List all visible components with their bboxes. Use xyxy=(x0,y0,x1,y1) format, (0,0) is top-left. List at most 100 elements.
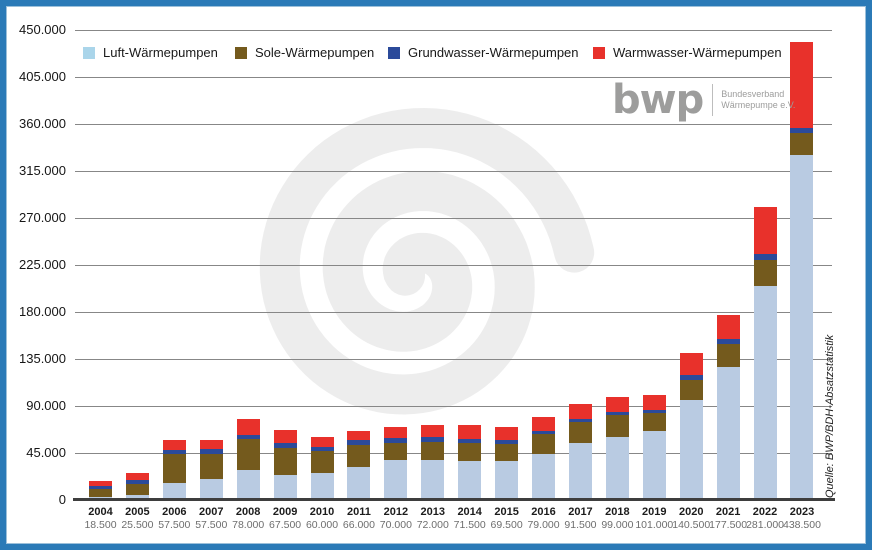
x-axis-total-label: 66.000 xyxy=(342,519,375,531)
bar-segment-luft-2016 xyxy=(532,453,556,500)
x-axis-total-label: 140.500 xyxy=(672,519,711,531)
bar-segment-warmwasser-2020 xyxy=(679,353,703,375)
gridline xyxy=(75,452,832,454)
gridline xyxy=(75,358,832,360)
bar-segment-luft-2012 xyxy=(384,460,408,500)
x-axis-year-label: 2014 xyxy=(457,506,482,518)
bar-segment-sole-2004 xyxy=(89,489,112,498)
bar-segment-sole-2006 xyxy=(162,454,186,483)
x-axis-year-label: 2004 xyxy=(88,506,113,518)
bar-segment-grundwasser-2008 xyxy=(236,434,260,440)
bar-segment-grundwasser-2011 xyxy=(347,440,371,445)
bar-segment-grundwasser-2007 xyxy=(199,449,223,454)
bwp-logo-subtitle-line1: Bundesverband xyxy=(721,89,785,99)
x-axis-year-label: 2007 xyxy=(199,506,224,518)
bar-segment-luft-2011 xyxy=(347,467,371,500)
bar-segment-grundwasser-2004 xyxy=(89,486,112,490)
legend-item: Sole-Wärmepumpen xyxy=(235,45,374,60)
bar-segment-warmwasser-2018 xyxy=(605,396,629,413)
bar-segment-sole-2021 xyxy=(716,343,740,368)
bar-segment-luft-2020 xyxy=(679,399,703,500)
bar-segment-luft-2007 xyxy=(199,478,223,500)
bar-segment-grundwasser-2015 xyxy=(495,440,519,444)
x-axis-year-label: 2020 xyxy=(678,506,704,518)
bar-segment-luft-2005 xyxy=(125,495,149,500)
bar-segment-warmwasser-2006 xyxy=(162,439,186,450)
x-axis-year-label: 2010 xyxy=(309,506,335,518)
bar-segment-grundwasser-2019 xyxy=(642,410,666,413)
bar-segment-sole-2008 xyxy=(236,439,260,470)
bar-segment-grundwasser-2020 xyxy=(679,374,703,380)
x-axis-total-label: 101.000 xyxy=(635,519,674,531)
bar-segment-warmwasser-2004 xyxy=(89,480,112,487)
x-axis-year-label: 2005 xyxy=(125,506,150,518)
bar-segment-grundwasser-2022 xyxy=(753,253,777,260)
legend-item: Luft-Wärmepumpen xyxy=(83,45,218,60)
x-axis-total-label: 177.500 xyxy=(709,519,748,531)
logo-divider xyxy=(712,84,714,116)
spiral-watermark-path xyxy=(259,107,595,415)
bar-segment-luft-2022 xyxy=(753,285,777,500)
bar-segment-warmwasser-2012 xyxy=(384,426,408,438)
x-axis-total-label: 70.000 xyxy=(379,519,412,531)
x-axis-year-label: 2009 xyxy=(272,506,298,518)
x-axis-year-label: 2006 xyxy=(162,506,187,518)
gridline xyxy=(75,405,832,407)
bar-segment-grundwasser-2006 xyxy=(162,449,186,455)
bar-segment-grundwasser-2017 xyxy=(568,418,592,423)
x-axis-year-label: 2021 xyxy=(715,506,741,518)
bar-segment-sole-2010 xyxy=(310,450,334,474)
bar-segment-sole-2009 xyxy=(273,447,297,475)
x-axis-total-label: 57.500 xyxy=(195,519,228,531)
bar-segment-grundwasser-2009 xyxy=(273,443,297,448)
x-axis-total-label: 57.500 xyxy=(158,519,191,531)
bar-segment-sole-2018 xyxy=(605,415,629,437)
x-axis-total-label: 69.500 xyxy=(490,519,523,531)
bar-segment-luft-2009 xyxy=(273,474,297,500)
bar-segment-sole-2023 xyxy=(790,132,814,156)
bar-segment-sole-2016 xyxy=(532,433,556,454)
legend-item: Warmwasser-Wärmepumpen xyxy=(593,45,782,60)
bar-segment-grundwasser-2012 xyxy=(384,437,408,443)
y-axis-tick-label: 45.000 xyxy=(26,445,66,460)
bar-segment-warmwasser-2022 xyxy=(753,206,777,254)
x-axis-year-label: 2019 xyxy=(642,506,667,518)
y-axis-tick-label: 270.000 xyxy=(19,210,66,225)
bar-segment-warmwasser-2021 xyxy=(716,314,740,340)
x-axis-total-label: 79.000 xyxy=(527,519,560,531)
bar-segment-warmwasser-2015 xyxy=(495,427,519,441)
legend-swatch xyxy=(235,46,247,59)
bar-segment-grundwasser-2021 xyxy=(716,339,740,344)
bar-segment-sole-2017 xyxy=(568,422,592,444)
x-axis-year-label: 2018 xyxy=(605,506,630,518)
bar-segment-luft-2013 xyxy=(421,459,445,500)
bar-segment-warmwasser-2005 xyxy=(125,473,149,481)
bar-segment-sole-2012 xyxy=(384,442,408,461)
bar-segment-luft-2021 xyxy=(716,367,740,500)
bar-segment-luft-2010 xyxy=(310,473,334,500)
bar-segment-luft-2006 xyxy=(162,482,186,500)
gridline xyxy=(75,29,832,31)
legend-swatch xyxy=(388,46,400,59)
bar-segment-grundwasser-2018 xyxy=(605,412,629,416)
y-axis-tick-label: 405.000 xyxy=(19,69,66,84)
x-axis-year-label: 2017 xyxy=(568,506,593,518)
bar-segment-warmwasser-2007 xyxy=(199,439,223,450)
bar-segment-grundwasser-2014 xyxy=(458,439,482,444)
bar-segment-luft-2015 xyxy=(495,461,519,500)
x-axis-year-label: 2016 xyxy=(531,506,556,518)
x-axis-year-label: 2011 xyxy=(347,506,371,518)
x-axis-total-label: 60.000 xyxy=(305,519,339,531)
gridline xyxy=(75,76,832,78)
gridline xyxy=(75,217,832,219)
bar-segment-sole-2020 xyxy=(679,379,703,400)
y-axis-tick-label: 360.000 xyxy=(19,116,66,131)
bwp-logo-subtitle: Bundesverband Wärmepumpe e.V. xyxy=(721,89,795,111)
bar-segment-luft-2018 xyxy=(605,436,629,500)
bar-segment-sole-2011 xyxy=(347,444,371,468)
x-axis-total-label: 72.000 xyxy=(416,519,449,531)
bwp-logo-subtitle-line2: Wärmepumpe e.V. xyxy=(721,100,796,110)
gridline xyxy=(75,264,832,266)
